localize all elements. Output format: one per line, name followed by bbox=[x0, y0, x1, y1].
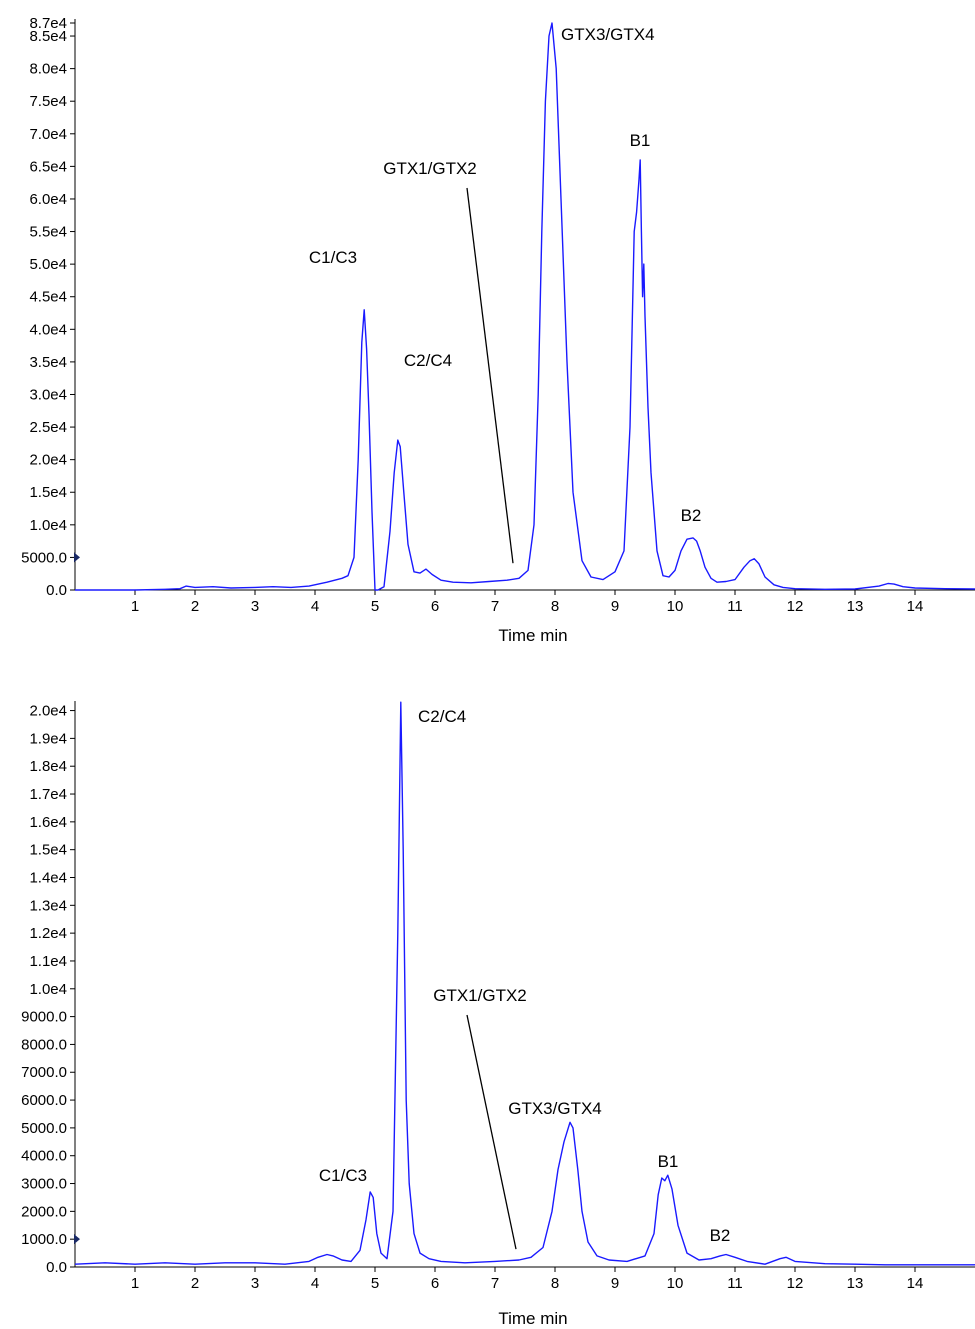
y-tick-label: 6.0e4 bbox=[29, 191, 67, 208]
peak-label: B2 bbox=[681, 506, 702, 525]
chromatogram-trace bbox=[75, 22, 975, 591]
y-tick-label: 1.0e4 bbox=[29, 517, 67, 534]
peak-label: GTX1/GTX2 bbox=[433, 986, 527, 1005]
y-axis-marker bbox=[74, 552, 80, 563]
x-tick-label: 7 bbox=[491, 1275, 499, 1292]
y-tick-label: 8.0e4 bbox=[29, 61, 67, 78]
x-tick-label: 5 bbox=[371, 598, 379, 615]
y-tick-label: 8000.0 bbox=[21, 1036, 67, 1053]
x-tick-label: 8 bbox=[551, 598, 559, 615]
x-tick-label: 11 bbox=[727, 1275, 743, 1292]
x-axis-title: Time min bbox=[498, 1309, 567, 1328]
y-tick-label: 7000.0 bbox=[21, 1064, 67, 1081]
y-tick-label: 1.3e4 bbox=[29, 897, 67, 914]
peak-label: C1/C3 bbox=[309, 248, 357, 267]
x-tick-label: 7 bbox=[491, 598, 499, 615]
y-tick-label: 1.8e4 bbox=[29, 758, 67, 775]
x-tick-label: 12 bbox=[787, 1275, 804, 1292]
peak-label: C1/C3 bbox=[319, 1166, 367, 1185]
y-tick-label: 0.0 bbox=[46, 582, 67, 599]
x-tick-label: 1 bbox=[131, 1275, 139, 1292]
x-tick-label: 9 bbox=[611, 1275, 619, 1292]
x-tick-label: 10 bbox=[667, 598, 684, 615]
y-tick-label: 7.0e4 bbox=[29, 126, 67, 143]
x-tick-label: 10 bbox=[667, 1275, 684, 1292]
peak-label: C2/C4 bbox=[418, 707, 466, 726]
x-tick-label: 2 bbox=[191, 1275, 199, 1292]
x-tick-label: 6 bbox=[431, 1275, 439, 1292]
x-tick-label: 13 bbox=[847, 1275, 864, 1292]
y-tick-label: 1000.0 bbox=[21, 1231, 67, 1248]
chart-panel-top: 0.0 5000.0 1.0e4 1.5e4 2.0e4 2.5e4 3.0e4 3.5e4 4… bbox=[21, 15, 975, 645]
x-tick-label: 11 bbox=[727, 598, 743, 615]
y-tick-label: 3.5e4 bbox=[29, 354, 67, 371]
y-tick-label: 6000.0 bbox=[21, 1092, 67, 1109]
y-tick-label: 5.5e4 bbox=[29, 224, 67, 241]
peak-label: GTX1/GTX2 bbox=[383, 159, 477, 178]
peak-leader-line bbox=[466, 187, 514, 564]
y-tick-label: 2.5e4 bbox=[29, 419, 67, 436]
y-tick-label: 5.0e4 bbox=[29, 256, 67, 273]
chromatogram-trace bbox=[74, 701, 975, 1266]
y-tick-label: 2.0e4 bbox=[29, 703, 67, 720]
y-tick-label: 1.2e4 bbox=[29, 925, 67, 942]
x-tick-label: 14 bbox=[907, 598, 924, 615]
x-tick-label: 4 bbox=[311, 1275, 319, 1292]
x-tick-label: 3 bbox=[251, 1275, 259, 1292]
peak-label: B1 bbox=[630, 131, 651, 150]
chart-panel-bottom: 0.0 1000.0 2000.0 3000.0 4000.0 5000.0 6000.0 7… bbox=[21, 701, 975, 1328]
y-tick-label: 4.0e4 bbox=[29, 321, 67, 338]
y-tick-label: 2000.0 bbox=[21, 1203, 67, 1220]
y-tick-label: 8.5e4 bbox=[29, 28, 67, 45]
x-tick-label: 2 bbox=[191, 598, 199, 615]
y-axis-marker bbox=[74, 1234, 80, 1245]
y-tick-label: 1.5e4 bbox=[29, 484, 67, 501]
x-tick-label: 1 bbox=[131, 598, 139, 615]
x-tick-label: 6 bbox=[431, 598, 439, 615]
y-tick-label: 8.7e4 bbox=[29, 15, 67, 32]
y-tick-label: 3000.0 bbox=[21, 1176, 67, 1193]
x-axis-title: Time min bbox=[498, 626, 567, 645]
y-tick-label: 1.1e4 bbox=[29, 953, 67, 970]
peak-label: C2/C4 bbox=[404, 351, 452, 370]
y-tick-label: 6.5e4 bbox=[29, 158, 67, 175]
y-tick-label: 5000.0 bbox=[21, 1120, 67, 1137]
x-tick-label: 14 bbox=[907, 1275, 924, 1292]
peak-label: B1 bbox=[658, 1152, 679, 1171]
x-tick-label: 5 bbox=[371, 1275, 379, 1292]
y-tick-label: 1.7e4 bbox=[29, 786, 67, 803]
y-tick-label: 1.5e4 bbox=[29, 842, 67, 859]
peak-leader-line bbox=[466, 1014, 517, 1250]
x-tick-label: 8 bbox=[551, 1275, 559, 1292]
x-tick-label: 4 bbox=[311, 598, 319, 615]
y-tick-label: 1.6e4 bbox=[29, 814, 67, 831]
y-tick-label: 4.5e4 bbox=[29, 289, 67, 306]
peak-label: B2 bbox=[710, 1226, 731, 1245]
peak-label: GTX3/GTX4 bbox=[561, 25, 655, 44]
x-tick-label: 13 bbox=[847, 598, 864, 615]
y-tick-label: 0.0 bbox=[46, 1259, 67, 1276]
y-tick-label: 2.0e4 bbox=[29, 452, 67, 469]
y-tick-label: 9000.0 bbox=[21, 1009, 67, 1026]
y-tick-label: 5000.0 bbox=[21, 549, 67, 566]
y-tick-label: 7.5e4 bbox=[29, 93, 67, 110]
y-tick-label: 1.0e4 bbox=[29, 981, 67, 998]
x-tick-label: 12 bbox=[787, 598, 804, 615]
y-tick-label: 1.9e4 bbox=[29, 730, 67, 747]
y-tick-label: 3.0e4 bbox=[29, 386, 67, 403]
x-tick-label: 3 bbox=[251, 598, 259, 615]
x-tick-label: 9 bbox=[611, 598, 619, 615]
y-tick-label: 4000.0 bbox=[21, 1148, 67, 1165]
y-tick-label: 1.4e4 bbox=[29, 869, 67, 886]
peak-label: GTX3/GTX4 bbox=[508, 1099, 602, 1118]
